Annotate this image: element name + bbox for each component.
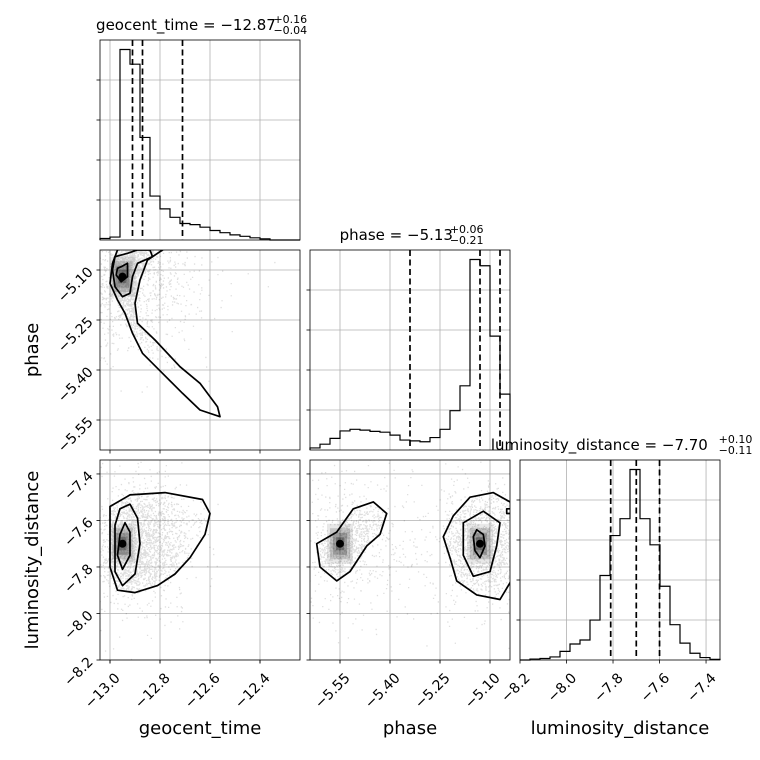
sample-points	[100, 460, 219, 660]
x-axis-label-luminosity_distance: luminosity_distance	[531, 718, 710, 739]
hist-panel-phase: phase = −5.13+0.06−0.21	[306, 223, 511, 451]
contour-line	[109, 250, 221, 418]
title-plus: +0.06	[450, 223, 484, 236]
panel-geocent_time-vs-luminosity_distance: −8.2 −8.0 −7.8 −7.6 −7.4	[61, 459, 301, 690]
contour-line	[442, 491, 510, 601]
x-tick-label: −12.8	[132, 670, 174, 712]
contour-line	[472, 528, 486, 559]
x-tick-label: −7.6	[638, 670, 673, 705]
x-tick-label: −5.40	[362, 670, 404, 712]
title-plus: +0.10	[719, 433, 753, 446]
hist-panel-luminosity_distance: luminosity_distance = −7.70 +0.10−0.11	[491, 433, 753, 661]
title-minus: −0.11	[719, 444, 753, 457]
histogram-luminosity_distance	[520, 468, 721, 661]
x-tick-label: −8.2	[498, 670, 533, 705]
panel-geocent_time-vs-phase: −5.55 −5.40 −5.25 −5.10	[55, 238, 301, 456]
y-tick-label: −5.55	[55, 414, 97, 456]
title-geocent_time: geocent_time = −12.87	[96, 16, 276, 35]
x-tick-label: −5.25	[412, 670, 454, 712]
histogram-geocent_time	[99, 48, 300, 241]
x-tick-label: −13.0	[82, 670, 124, 712]
y-tick-label: −5.10	[55, 264, 97, 306]
density-peak	[118, 539, 127, 548]
contour-line	[109, 491, 211, 594]
density-peak	[336, 539, 344, 548]
axes-frame	[99, 249, 301, 451]
title-prefix: phase = −5.13	[340, 226, 453, 244]
x-tick-label: −12.4	[232, 670, 274, 712]
title-minus: −0.04	[273, 24, 307, 37]
contour-line	[315, 501, 388, 582]
contour-line	[111, 250, 154, 298]
y-tick-label: −8.0	[61, 608, 96, 643]
contour-line	[115, 262, 129, 283]
density-peak	[476, 539, 484, 548]
contour-line	[462, 510, 501, 578]
x-tick-label: −5.10	[462, 670, 504, 712]
axes-frame	[99, 39, 301, 241]
panel-phase-vs-luminosity_distance	[306, 459, 511, 664]
y-tick-label: −5.25	[55, 314, 97, 356]
x-tick-label: −7.4	[684, 670, 719, 705]
contour-line	[114, 503, 141, 587]
title-prefix: luminosity_distance = −7.70	[491, 436, 708, 455]
contour-line	[175, 238, 190, 243]
y-axis-label-luminosity_distance: luminosity_distance	[22, 471, 43, 650]
x-axis-label-phase: phase	[383, 718, 437, 739]
y-tick-label: −7.6	[61, 515, 96, 550]
x-tick-label: −5.55	[312, 670, 354, 712]
y-axis-label-phase: phase	[22, 323, 43, 377]
x-axis-label-geocent_time: geocent_time	[139, 718, 262, 739]
y-tick-label: −8.2	[61, 654, 96, 689]
hist-panel-geocent_time: geocent_time = −12.87+0.16−0.04	[96, 13, 307, 241]
axes-frame	[309, 249, 511, 451]
title-phase: phase = −5.13	[340, 226, 453, 244]
axes-frame	[519, 459, 721, 661]
contour-line	[116, 521, 131, 571]
y-tick-label: −5.40	[55, 364, 97, 406]
axes-frame	[99, 459, 301, 661]
title-minus: −0.21	[450, 234, 484, 247]
x-tick-label: −12.6	[182, 670, 224, 712]
x-tick-label: −7.8	[591, 670, 626, 705]
title-luminosity_distance: luminosity_distance = −7.70	[491, 436, 708, 455]
y-tick-label: −7.4	[61, 468, 96, 503]
sample-points	[100, 250, 276, 393]
contour-line	[505, 507, 510, 515]
x-tick-label: −8.0	[545, 670, 580, 705]
axes-frame	[309, 459, 511, 661]
title-plus: +0.16	[273, 13, 307, 26]
y-tick-label: −7.8	[61, 561, 96, 596]
title-prefix: geocent_time = −12.87	[96, 16, 276, 35]
